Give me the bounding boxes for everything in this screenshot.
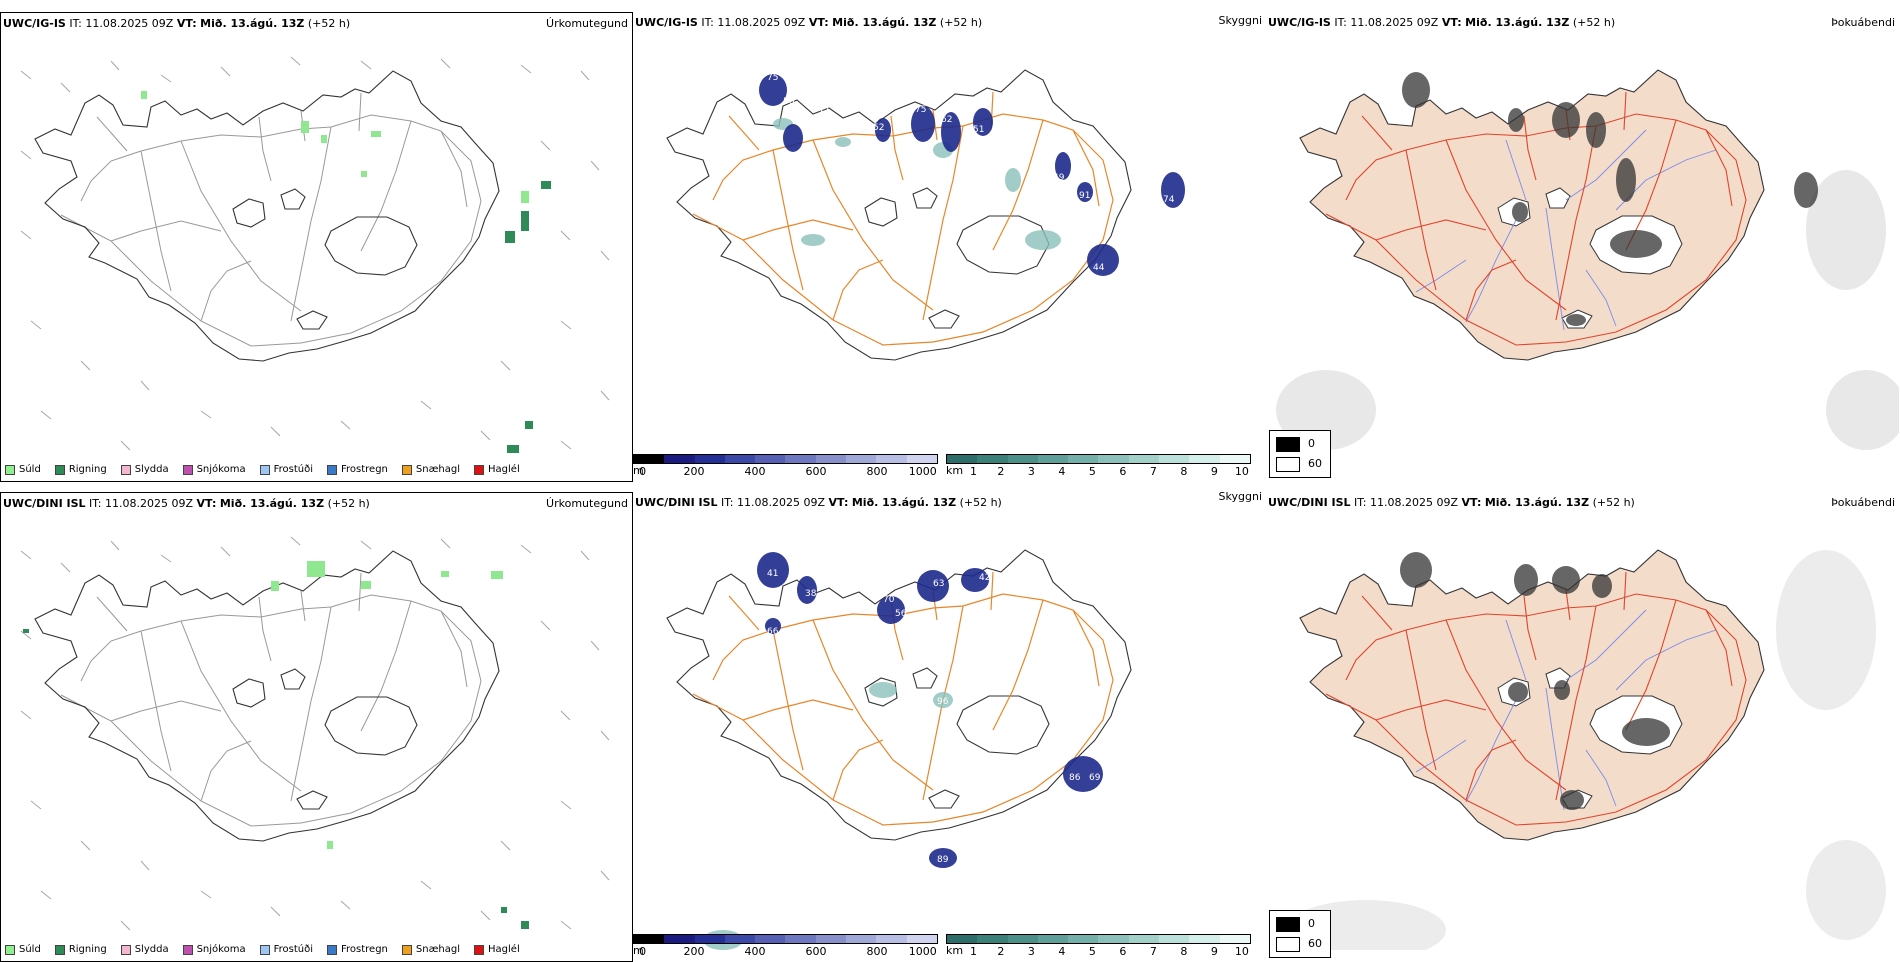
svg-text:49: 49 [1053,173,1065,183]
svg-text:66: 66 [767,627,779,637]
panel-field-label: Skyggni [1218,14,1262,27]
svg-text:96: 96 [937,697,949,707]
precip-legend: Súld Rigning Slydda Snjókoma Frostúði Fr… [5,464,520,475]
panel-title: UWC/IG-IS IT: 11.08.2025 09Z VT: Mið. 13… [1268,16,1616,29]
svg-text:70: 70 [883,595,895,605]
cloud-base-colorbar: 0 200 400 600 800 1000 m [633,454,938,478]
cloud-base-colorbar: 0 200 400 600 800 1000 m [633,934,938,958]
svg-text:38: 38 [937,385,949,395]
svg-text:52: 52 [799,163,810,173]
panel-field-label: Úrkomutegund [546,497,628,510]
svg-text:51: 51 [973,125,984,135]
fog-legend: 0 60 [1269,910,1331,958]
svg-text:54: 54 [1173,209,1185,219]
legend-item-rigning: Rigning [54,464,107,475]
precip-type-panel-top: UWC/IG-IS IT: 11.08.2025 09Z VT: Mið. 13… [0,12,633,482]
fog-indicator-panel-top: UWC/IG-IS IT: 11.08.2025 09Z VT: Mið. 13… [1266,12,1899,482]
cloud-base-map: 75 56 71 75 62 51 52 52 49 91 74 54 17 4… [666,69,1185,395]
precip-map [20,56,610,453]
svg-text:74: 74 [1163,195,1175,205]
panel-title: UWC/IG-IS IT: 11.08.2025 09Z VT: Mið. 13… [3,17,351,30]
svg-text:56: 56 [895,609,907,619]
svg-text:38: 38 [805,589,817,599]
legend-item-snjokoma: Snjókoma [182,464,246,475]
fog-map [1286,549,1886,950]
fog-legend: 0 60 [1269,430,1331,478]
precip-type-panel-bottom: UWC/DINI ISL IT: 11.08.2025 09Z VT: Mið.… [0,492,633,962]
panel-title: UWC/DINI ISL IT: 11.08.2025 09Z VT: Mið.… [1268,496,1635,509]
visibility-colorbar: 1 2 3 4 5 6 7 8 9 10 km [946,454,1251,478]
panel-field-label: Þokuábendi [1831,16,1895,29]
svg-text:53: 53 [949,589,960,599]
svg-text:69: 69 [1089,773,1101,783]
cloud-visibility-panel-top: UWC/IG-IS IT: 11.08.2025 09Z VT: Mið. 13… [633,12,1266,482]
cloud-visibility-panel-bottom: UWC/DINI ISL IT: 11.08.2025 09Z VT: Mið.… [633,492,1266,962]
panel-title: UWC/DINI ISL IT: 11.08.2025 09Z VT: Mið.… [3,497,370,510]
svg-text:75: 75 [767,73,778,83]
legend-item-haglel: Haglél [474,464,520,475]
panel-title: UWC/DINI ISL IT: 11.08.2025 09Z VT: Mið.… [635,496,1002,509]
legend-item-slydda: Slydda [120,464,169,475]
svg-text:44: 44 [1093,263,1105,273]
panel-title: UWC/IG-IS IT: 11.08.2025 09Z VT: Mið. 13… [635,16,983,29]
svg-text:56: 56 [783,97,795,107]
svg-text:62: 62 [941,115,952,125]
legend-item-sudl: Súld [5,464,41,475]
legend-item-frostregn: Frostregn [327,464,388,475]
svg-text:91: 91 [1079,191,1090,201]
svg-text:75: 75 [915,105,926,115]
precip-map [20,536,610,931]
svg-text:42: 42 [979,573,990,583]
visibility-colorbar: 1 2 3 4 5 6 7 8 9 10 km [946,934,1251,958]
svg-text:52: 52 [873,123,884,133]
svg-text:86: 86 [1069,773,1081,783]
legend-item-snaehagl: Snæhagl [401,464,460,475]
fog-map [1276,69,1899,450]
panel-field-label: Úrkomutegund [546,17,628,30]
panel-field-label: Þokuábendi [1831,496,1895,509]
svg-text:41: 41 [767,569,778,579]
cloud-base-map: 41 38 70 56 63 42 53 66 96 86 69 89 [666,549,1132,950]
svg-text:89: 89 [937,855,949,865]
legend-item-frostudi: Frostúði [259,464,313,475]
svg-text:17: 17 [917,249,928,259]
fog-indicator-panel-bottom: UWC/DINI ISL IT: 11.08.2025 09Z VT: Mið.… [1266,492,1899,962]
svg-text:63: 63 [933,579,944,589]
svg-text:71: 71 [819,105,830,115]
panel-field-label: Skyggni [1218,492,1262,503]
